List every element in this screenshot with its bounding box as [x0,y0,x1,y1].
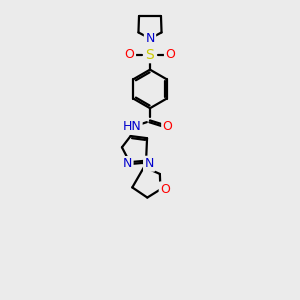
Text: O: O [163,120,172,133]
Text: N: N [145,32,155,45]
Text: O: O [125,48,135,61]
Text: N: N [123,158,132,170]
Text: O: O [160,183,170,196]
Text: O: O [165,48,175,61]
Text: S: S [146,48,154,62]
Text: HN: HN [122,120,141,133]
Text: N: N [145,157,154,170]
